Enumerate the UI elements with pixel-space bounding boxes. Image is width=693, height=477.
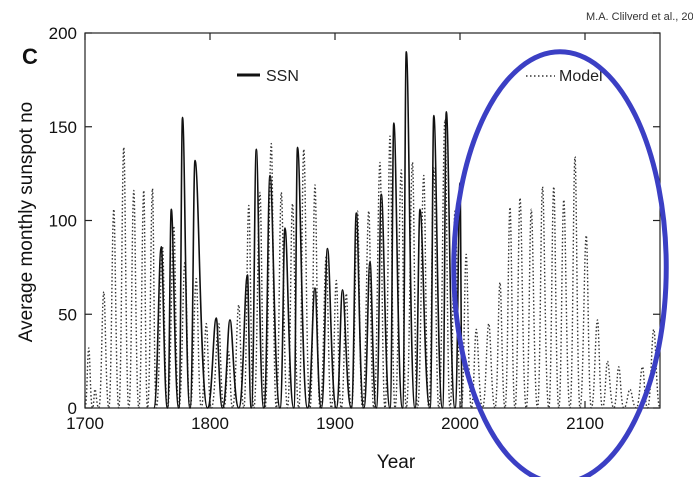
chart-credit: M.A. Clilverd et al., 2006 (586, 11, 693, 23)
axis-ticks (84, 32, 660, 409)
legend: SSN Model (237, 68, 603, 85)
x-tick-label-2100: 2100 (566, 414, 604, 433)
y-tick-label-100: 100 (49, 212, 77, 231)
highlight-ellipse (451, 49, 669, 477)
annotation-layer (451, 49, 669, 477)
series-ssn-line (153, 50, 464, 409)
x-tick-label-2000: 2000 (441, 414, 479, 433)
x-axis-label: Year (377, 452, 416, 473)
panel-label: C (22, 44, 38, 69)
x-tick-label-1800: 1800 (191, 414, 229, 433)
y-tick-label-0: 0 (68, 399, 77, 418)
series-layer (84, 50, 661, 409)
y-tick-label-150: 150 (49, 118, 77, 137)
x-tick-label-1700: 1700 (66, 414, 104, 433)
y-tick-label-50: 50 (58, 305, 77, 324)
tick-labels: 1700 1800 1900 2000 2100 0 50 100 150 200 (49, 24, 604, 433)
x-tick-label-1900: 1900 (316, 414, 354, 433)
series-model-line (84, 118, 661, 409)
legend-model-label: Model (559, 68, 603, 85)
y-axis-label: Average monthly sunspot no (16, 102, 37, 342)
y-tick-label-200: 200 (49, 24, 77, 43)
legend-ssn-label: SSN (266, 68, 299, 85)
